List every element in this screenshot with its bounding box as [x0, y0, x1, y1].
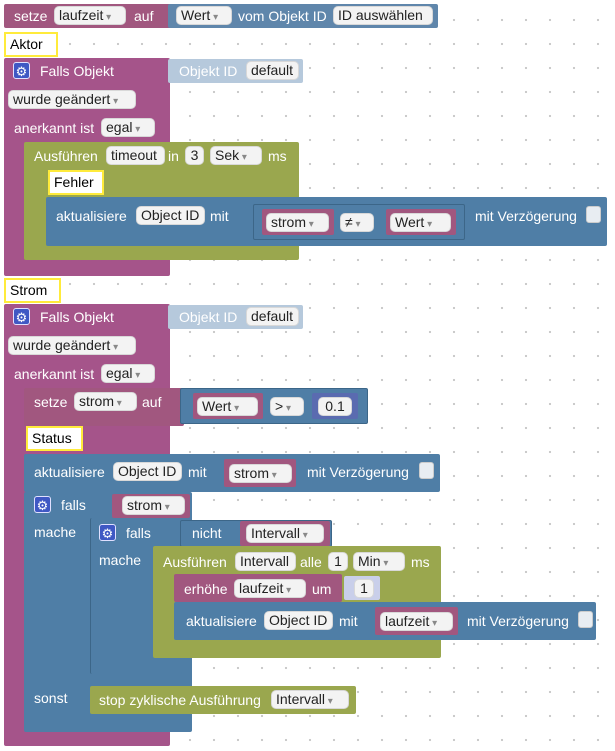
- comment-strom[interactable]: Strom: [4, 278, 61, 303]
- by-label: um: [312, 581, 332, 597]
- objid-label: Objekt ID: [179, 309, 238, 325]
- delay-checkbox[interactable]: [578, 611, 593, 628]
- objid-field[interactable]: Object ID: [264, 611, 333, 630]
- objid-default-field[interactable]: default: [246, 61, 299, 80]
- delay-checkbox[interactable]: [419, 462, 434, 479]
- changed-dropdown[interactable]: wurde geändert: [8, 336, 136, 355]
- timeout-name-field[interactable]: timeout: [106, 146, 165, 165]
- with-label: mit: [210, 208, 229, 224]
- strom-var-dropdown[interactable]: strom: [74, 392, 137, 411]
- gear-icon[interactable]: ⚙: [13, 62, 30, 79]
- stop-label: stop zyklische Ausführung: [99, 692, 261, 708]
- value-dropdown[interactable]: Wert: [176, 6, 232, 25]
- every-label: alle: [300, 554, 322, 570]
- gear-icon[interactable]: ⚙: [34, 496, 51, 513]
- increase-label: erhöhe: [184, 581, 228, 597]
- in-label: in: [168, 148, 179, 164]
- ack-label: anerkannt ist: [14, 120, 95, 136]
- ms-label: ms: [268, 148, 287, 164]
- comment-aktor[interactable]: Aktor: [4, 32, 58, 57]
- on-label: auf: [142, 394, 162, 410]
- ms-label: ms: [411, 554, 430, 570]
- ack-dropdown[interactable]: egal: [101, 364, 155, 383]
- number-field[interactable]: 0.1: [318, 397, 352, 416]
- wert-dropdown[interactable]: Wert: [390, 213, 451, 232]
- delay-label: mit Verzögerung: [467, 613, 569, 629]
- operator-dropdown[interactable]: >: [270, 397, 304, 416]
- objid-label: Objekt ID: [179, 63, 238, 79]
- stop-intervall-dropdown[interactable]: Intervall: [271, 690, 349, 709]
- intervall-dropdown[interactable]: Intervall: [246, 524, 324, 543]
- objid-field[interactable]: Object ID: [113, 462, 182, 481]
- changed-dropdown[interactable]: wurde geändert: [8, 90, 136, 109]
- wert-dropdown[interactable]: Wert: [197, 397, 258, 416]
- not-label: nicht: [192, 525, 222, 541]
- gear-icon[interactable]: ⚙: [99, 524, 116, 541]
- set-label: setze: [34, 394, 68, 410]
- comment-fehler[interactable]: Fehler: [48, 170, 104, 195]
- laufzeit-dropdown[interactable]: laufzeit: [380, 612, 453, 631]
- if-label: falls: [126, 525, 151, 541]
- trigger-title: Falls Objekt: [40, 63, 114, 79]
- do-label: mache: [99, 552, 142, 568]
- ack-dropdown[interactable]: egal: [101, 118, 155, 137]
- objid-default-field[interactable]: default: [246, 307, 299, 326]
- timeout-value-field[interactable]: 3: [185, 146, 204, 165]
- interval-name-field[interactable]: Intervall: [235, 552, 296, 571]
- strom-dropdown[interactable]: strom: [229, 464, 292, 483]
- delay-label: mit Verzögerung: [475, 208, 577, 224]
- do-label: mache: [34, 524, 77, 540]
- with-label: mit: [188, 464, 207, 480]
- comment-status[interactable]: Status: [26, 426, 83, 451]
- operator-dropdown[interactable]: ≠: [340, 213, 374, 232]
- update-label: aktualisiere: [186, 613, 257, 629]
- interval-value-field[interactable]: 1: [328, 552, 348, 571]
- delay-label: mit Verzögerung: [307, 464, 409, 480]
- delay-checkbox[interactable]: [586, 206, 601, 223]
- update-label: aktualisiere: [34, 464, 105, 480]
- select-id-field[interactable]: ID auswählen: [333, 6, 433, 25]
- laufzeit-dropdown[interactable]: laufzeit: [54, 6, 126, 25]
- set-label: setze: [14, 8, 48, 24]
- run-label: Ausführen: [34, 148, 98, 164]
- laufzeit-dropdown[interactable]: laufzeit: [234, 579, 306, 598]
- trigger-title: Falls Objekt: [40, 309, 114, 325]
- objid-field[interactable]: Object ID: [136, 206, 205, 225]
- on-label: auf: [134, 8, 154, 24]
- ack-label: anerkannt ist: [14, 366, 95, 382]
- from-object-label: vom Objekt ID: [238, 8, 327, 24]
- strom-dropdown[interactable]: strom: [122, 496, 185, 515]
- if-label: falls: [61, 497, 86, 513]
- update-label: aktualisiere: [56, 208, 127, 224]
- run-label: Ausführen: [163, 554, 227, 570]
- with-label: mit: [339, 613, 358, 629]
- interval-unit-dropdown[interactable]: Min: [353, 552, 405, 571]
- strom-dropdown[interactable]: strom: [266, 213, 329, 232]
- gear-icon[interactable]: ⚙: [13, 308, 30, 325]
- timeout-unit-dropdown[interactable]: Sek: [210, 146, 262, 165]
- else-label: sonst: [34, 690, 68, 706]
- increase-value-field[interactable]: 1: [354, 579, 374, 598]
